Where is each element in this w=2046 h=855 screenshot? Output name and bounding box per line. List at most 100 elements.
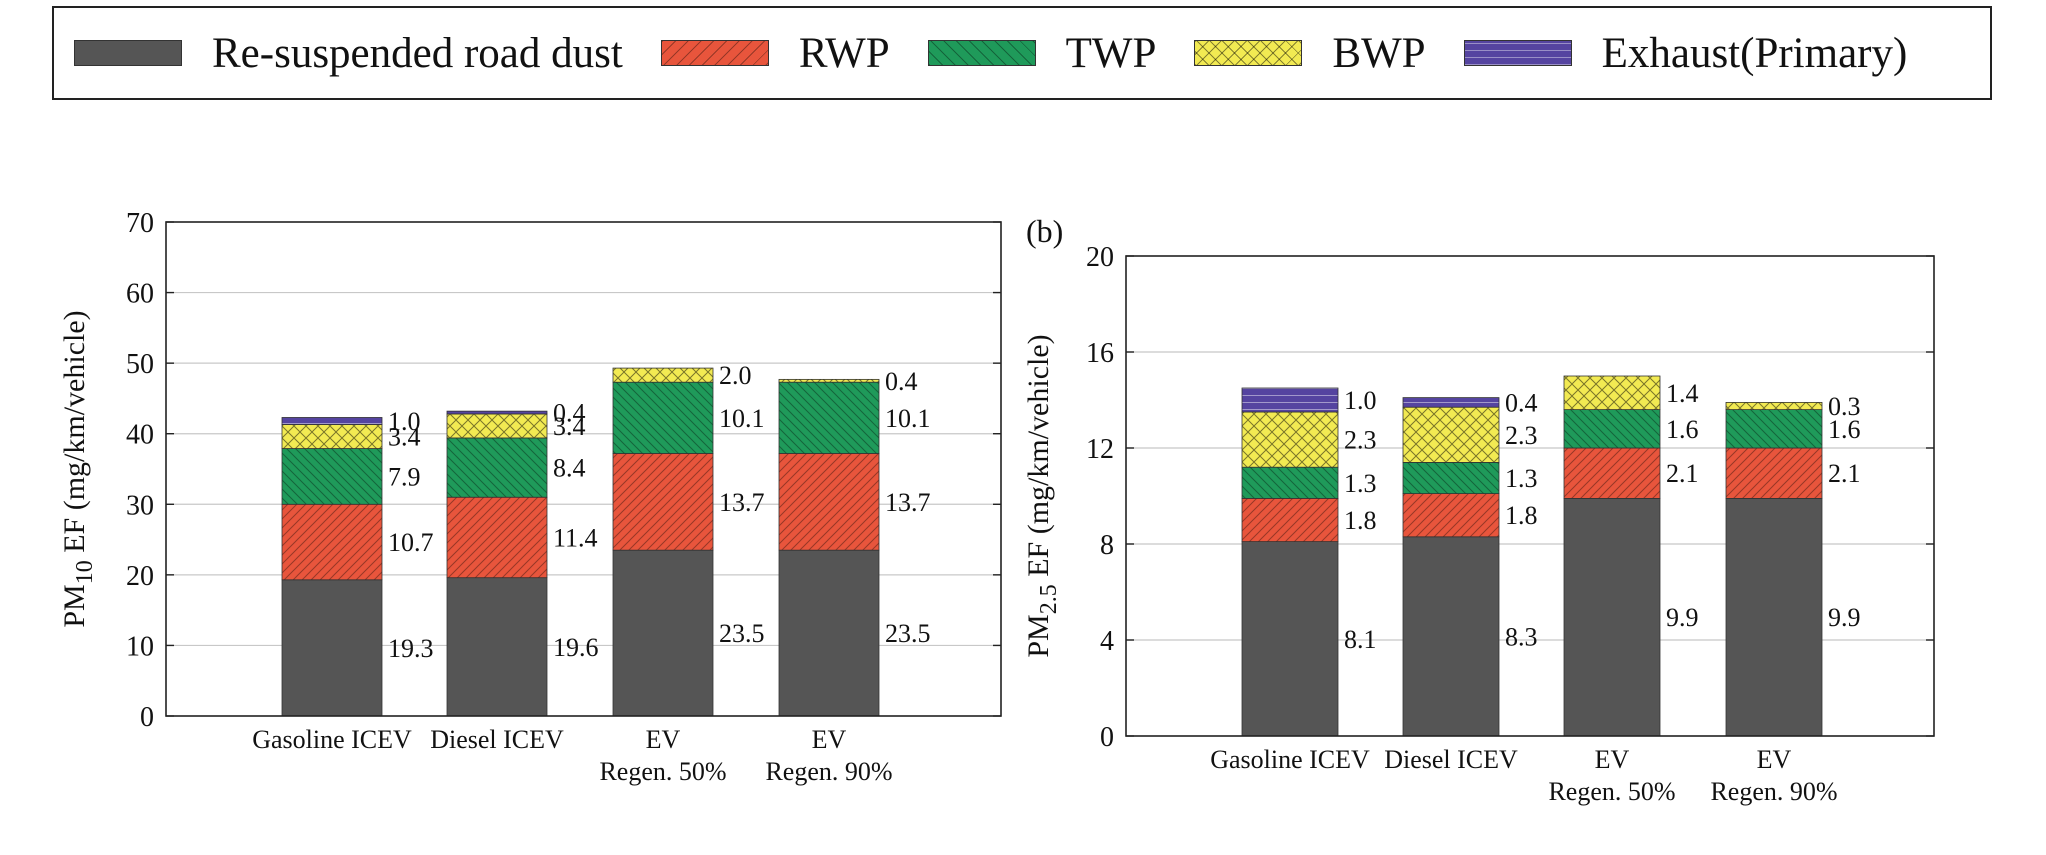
bar-segment — [1725, 401, 1823, 410]
bar-segment — [1241, 466, 1339, 499]
data-label: 0.4 — [885, 367, 918, 396]
legend-label: BWP — [1332, 29, 1426, 77]
x-tick-label: Diesel ICEV — [1384, 745, 1518, 774]
x-tick-label: Diesel ICEV — [430, 725, 564, 754]
y-tick-label: 60 — [126, 279, 154, 310]
y-axis-label-rest: EF (mg/km/vehicle) — [1022, 334, 1055, 584]
x-tick-label: EV — [1757, 745, 1792, 774]
x-tick-label: EV — [1595, 745, 1630, 774]
y-tick-label: 16 — [1086, 338, 1114, 369]
data-label: 1.6 — [1666, 415, 1699, 444]
data-label: 10.7 — [388, 528, 434, 557]
bar-segment — [446, 577, 548, 717]
x-tick-label: Gasoline ICEV — [1210, 745, 1370, 774]
data-label: 2.1 — [1828, 459, 1861, 488]
data-label: 0.4 — [1505, 388, 1538, 417]
legend-swatch — [927, 40, 1036, 66]
data-label: 9.9 — [1828, 603, 1861, 632]
bar-segment — [1241, 497, 1339, 542]
data-label: 8.1 — [1344, 625, 1377, 654]
x-tick-label: Gasoline ICEV — [252, 725, 412, 754]
bar-segment — [778, 453, 880, 551]
bar-segment — [446, 437, 548, 498]
y-tick-label: 10 — [126, 631, 154, 662]
y-tick-label: 50 — [126, 349, 154, 380]
data-label: 2.3 — [1344, 426, 1377, 455]
data-label: 7.9 — [388, 462, 421, 491]
data-label: 8.4 — [553, 454, 586, 483]
bar-segment — [1563, 497, 1661, 737]
bar-segment — [446, 410, 548, 415]
bar-segment — [1402, 536, 1500, 737]
y-tick-label: 40 — [126, 420, 154, 451]
bar-segment — [1402, 461, 1500, 494]
bar-segment — [1402, 406, 1500, 463]
data-label: 0.3 — [1828, 392, 1861, 421]
legend-swatch — [74, 40, 182, 66]
data-label: 3.4 — [388, 423, 421, 452]
data-label: 10.1 — [885, 404, 931, 433]
legend-items: Re-suspended road dust RWP TWP BWP Exhaust(P… — [74, 8, 1945, 98]
data-label: 1.3 — [1505, 464, 1538, 493]
bar-segment — [1563, 447, 1661, 499]
data-label: 1.8 — [1344, 506, 1377, 535]
bar-segment — [778, 381, 880, 454]
plot-frame — [1125, 255, 1935, 737]
y-tick-label: 0 — [140, 702, 154, 733]
data-label: 19.3 — [388, 634, 434, 663]
data-label: 13.7 — [885, 488, 931, 517]
x-tick-label: Regen. 90% — [765, 757, 892, 786]
plot-frame — [165, 221, 1002, 717]
y-axis-label-sub: 10 — [72, 560, 98, 584]
data-label: 11.4 — [553, 523, 598, 552]
y-axis-label-main: PM — [58, 584, 91, 627]
bar-segment — [1563, 375, 1661, 410]
legend-item: TWP — [927, 29, 1156, 78]
data-label: 1.4 — [1666, 379, 1699, 408]
bar-segment — [1563, 409, 1661, 449]
legend-label: Exhaust(Primary) — [1601, 29, 1908, 77]
bar-segment — [446, 496, 548, 579]
bar-segment — [778, 549, 880, 717]
y-tick-label: 12 — [1086, 434, 1114, 465]
y-axis-label-main: PM — [1022, 614, 1055, 657]
x-tick-label: EV — [646, 725, 681, 754]
y-axis-label: PM2.5 EF (mg/km/vehicle) — [1022, 334, 1062, 657]
legend-swatch — [1463, 40, 1572, 66]
bar-segment — [612, 367, 714, 383]
data-label: 23.5 — [719, 619, 765, 648]
y-tick-label: 0 — [1100, 722, 1114, 753]
bar-segment — [281, 424, 383, 449]
bar-segment — [1402, 493, 1500, 538]
bar-segment — [1725, 497, 1823, 737]
data-label: 1.3 — [1344, 469, 1377, 498]
x-tick-label: Regen. 90% — [1710, 777, 1837, 806]
data-label: 10.1 — [719, 404, 765, 433]
legend-item: Exhaust(Primary) — [1463, 29, 1908, 78]
data-label: 1.6 — [1828, 415, 1861, 444]
data-label: 1.0 — [388, 407, 421, 436]
bar-segment — [778, 378, 880, 383]
data-label: 1.0 — [1344, 386, 1377, 415]
bar-segment — [446, 413, 548, 439]
bar-segment — [1402, 397, 1500, 408]
bar-segment — [281, 503, 383, 581]
data-label: 3.4 — [553, 412, 586, 441]
chart-panel: 8.1 1.8 1.3 2.3 1.0 8.3 1.8 1.3 2.3 0.4 9.9 2.1 1.6 1… — [1022, 213, 1935, 806]
bar-segment — [1241, 411, 1339, 468]
y-tick-label: 20 — [126, 561, 154, 592]
bar-segment — [281, 579, 383, 717]
bar-segment — [612, 549, 714, 717]
x-tick-label: Regen. 50% — [1548, 777, 1675, 806]
legend-swatch — [660, 40, 769, 66]
data-label: 0.4 — [553, 399, 586, 428]
panel-label: (b) — [1026, 213, 1063, 249]
legend-label: Re-suspended road dust — [212, 29, 623, 77]
bar-segment — [1241, 387, 1339, 413]
data-label: 23.5 — [885, 619, 931, 648]
y-tick-label: 70 — [126, 208, 154, 239]
legend: Re-suspended road dust RWP TWP BWP Exhaust(P… — [52, 6, 1992, 100]
y-tick-label: 20 — [1086, 242, 1114, 273]
y-tick-label: 30 — [126, 490, 154, 521]
legend-label: RWP — [798, 29, 890, 77]
